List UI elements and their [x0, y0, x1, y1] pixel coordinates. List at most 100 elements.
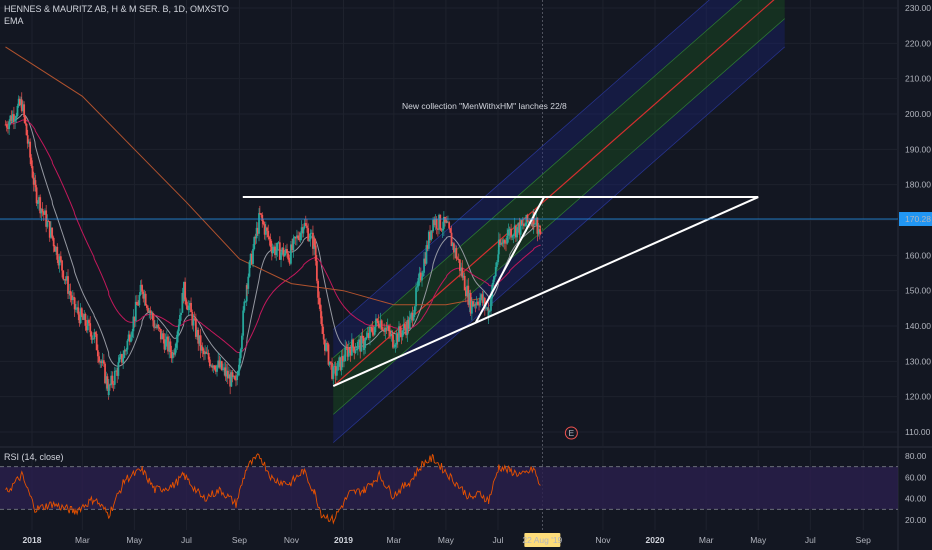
- candle-body: [232, 376, 235, 378]
- candle-body: [242, 310, 245, 336]
- candle-body: [307, 228, 310, 242]
- candle-body: [101, 360, 104, 363]
- candle-body: [488, 310, 491, 312]
- time-tick-label: Jul: [181, 535, 192, 545]
- earnings-marker: [564, 426, 578, 440]
- candle-body: [505, 242, 507, 244]
- candle-body: [332, 367, 335, 379]
- candle-body: [41, 208, 44, 212]
- candle-body: [86, 320, 89, 331]
- candle-body: [271, 249, 274, 254]
- ema-legend-label[interactable]: EMA: [4, 16, 24, 26]
- candle-body: [382, 329, 384, 331]
- candle-body: [51, 236, 54, 238]
- candle-body: [153, 326, 156, 328]
- candle-body: [70, 295, 73, 301]
- candle-body: [501, 242, 504, 244]
- candle-body: [417, 278, 420, 287]
- candle-body: [79, 308, 82, 324]
- candle-body: [375, 318, 377, 327]
- chart-annotation[interactable]: New collection "MenWithxHM" lanches 22/8: [402, 101, 567, 111]
- current-price-label: 170.28: [905, 214, 931, 224]
- candle-body: [67, 276, 69, 294]
- candle-body: [338, 357, 341, 361]
- time-tick-label: Mar: [387, 535, 402, 545]
- candle-body: [124, 350, 126, 352]
- candle-body: [383, 329, 386, 332]
- candle-body: [300, 227, 303, 233]
- candle-body: [224, 367, 227, 377]
- candle-body: [523, 223, 525, 227]
- candle-body: [391, 333, 394, 335]
- rsi-band: [0, 466, 898, 510]
- price-tick-label: 200.00: [905, 109, 931, 119]
- symbol-title[interactable]: HENNES & MAURITZ AB, H & M SER. B, 1D, O…: [4, 4, 229, 14]
- candle-body: [525, 214, 528, 226]
- candle-body: [469, 292, 472, 314]
- candle-body: [61, 260, 63, 271]
- candle-body: [141, 285, 143, 292]
- candle-body: [229, 374, 232, 387]
- candle-body: [421, 276, 423, 281]
- trendlines[interactable]: [242, 196, 759, 387]
- candle-body: [298, 238, 301, 241]
- time-axis[interactable]: 2018 Mar May Jul Sep Nov 2019 Mar May Jul 22 Aug '…: [23, 533, 872, 547]
- candle-body: [118, 357, 121, 363]
- price-tick-label: 160.00: [905, 250, 931, 260]
- candle-body: [402, 324, 405, 331]
- candle-body: [190, 302, 192, 313]
- candle-body: [104, 363, 106, 384]
- candle-body: [416, 286, 419, 288]
- candle-body: [94, 332, 97, 334]
- candle-body: [365, 336, 368, 340]
- candle-body: [537, 229, 540, 234]
- candle-body: [168, 341, 171, 352]
- candle-body: [225, 370, 228, 377]
- candle-body: [341, 356, 344, 362]
- candle-body: [421, 272, 424, 277]
- candle-body: [451, 243, 454, 247]
- candle-body: [411, 312, 414, 321]
- candle-body: [318, 297, 321, 305]
- candle-body: [244, 301, 247, 303]
- candle-body: [473, 304, 476, 307]
- candle-body: [69, 290, 72, 296]
- candle-body: [211, 365, 214, 368]
- candle-body: [4, 124, 7, 126]
- candle-body: [520, 220, 523, 225]
- candle-body: [319, 304, 322, 312]
- candle-body: [325, 343, 327, 351]
- candle-body: [24, 117, 27, 124]
- candle-body: [466, 285, 468, 297]
- candle-body: [453, 243, 455, 253]
- rsi-legend-label[interactable]: RSI (14, close): [4, 452, 64, 462]
- candle-body: [527, 221, 530, 223]
- price-tick-label: 180.00: [905, 180, 931, 190]
- candle-body: [321, 324, 324, 334]
- candle-body: [415, 287, 417, 307]
- trendline: [332, 196, 759, 387]
- candle-body: [310, 232, 313, 234]
- price-axis[interactable]: 230.00 220.00 210.00 200.00 190.00 180.00 170.…: [899, 3, 932, 525]
- candle-body: [20, 99, 23, 111]
- candle-body: [248, 261, 251, 277]
- candle-body: [163, 339, 166, 350]
- candle-body: [159, 328, 162, 340]
- candle-body: [434, 218, 437, 226]
- candle-body: [136, 301, 138, 305]
- candle-body: [406, 320, 409, 336]
- candle-body: [472, 301, 474, 307]
- candle-body: [236, 375, 239, 380]
- price-tick-label: 220.00: [905, 38, 931, 48]
- candle-body: [282, 247, 285, 257]
- candle-body: [76, 307, 78, 310]
- candle-body: [243, 301, 246, 311]
- candle-body: [80, 308, 83, 316]
- candle-body: [210, 365, 212, 367]
- candle-body: [433, 219, 436, 226]
- candle-body: [179, 315, 181, 325]
- candle-body: [105, 376, 108, 384]
- candle-body: [107, 384, 110, 395]
- candle-body: [360, 335, 363, 352]
